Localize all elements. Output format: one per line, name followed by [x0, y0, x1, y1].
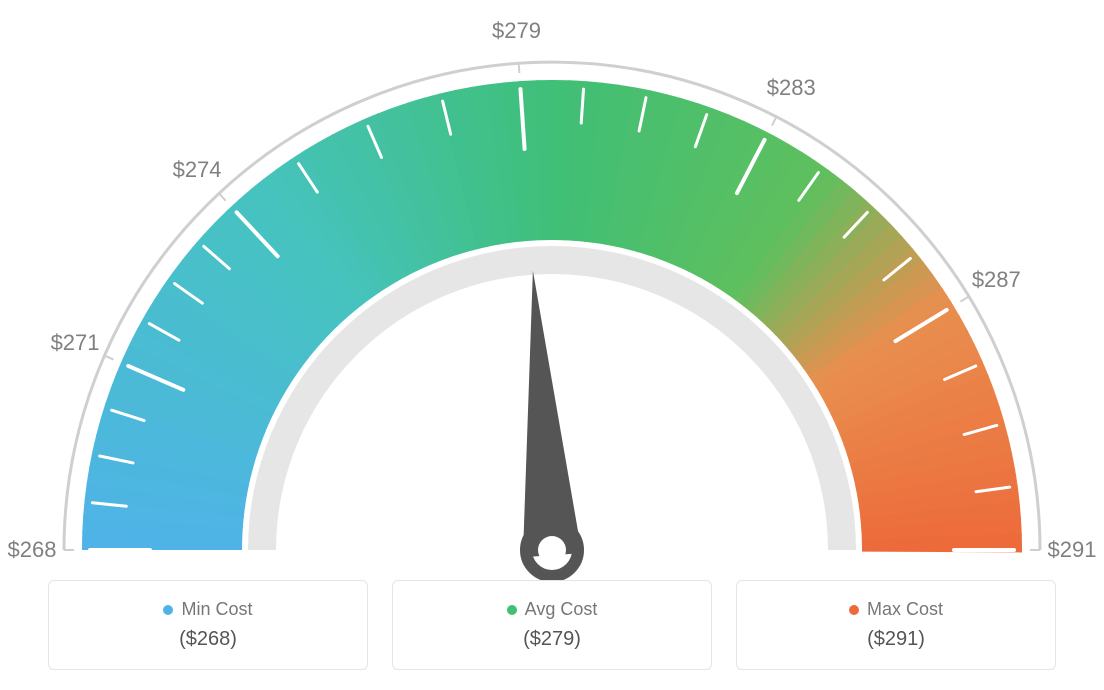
legend-dot-min	[163, 605, 173, 615]
legend-row: Min Cost ($268) Avg Cost ($279) Max Cost…	[48, 580, 1056, 670]
legend-text-avg: Avg Cost	[525, 599, 598, 620]
legend-card-min: Min Cost ($268)	[48, 580, 368, 670]
cost-gauge	[0, 20, 1104, 585]
gauge-tick-label: $268	[8, 537, 57, 563]
gauge-tick-label: $279	[492, 18, 541, 44]
legend-dot-max	[849, 605, 859, 615]
legend-card-avg: Avg Cost ($279)	[392, 580, 712, 670]
gauge-svg	[0, 20, 1104, 580]
legend-label-max: Max Cost	[849, 599, 943, 620]
gauge-tick-label: $291	[1048, 537, 1097, 563]
legend-text-max: Max Cost	[867, 599, 943, 620]
gauge-tick-label: $274	[173, 157, 222, 183]
legend-label-avg: Avg Cost	[507, 599, 598, 620]
legend-value-max: ($291)	[867, 628, 925, 651]
legend-card-max: Max Cost ($291)	[736, 580, 1056, 670]
legend-value-avg: ($279)	[523, 628, 581, 651]
legend-text-min: Min Cost	[181, 599, 252, 620]
legend-dot-avg	[507, 605, 517, 615]
legend-label-min: Min Cost	[163, 599, 252, 620]
gauge-tick-label: $271	[51, 330, 100, 356]
legend-value-min: ($268)	[179, 628, 237, 651]
gauge-tick-label: $283	[767, 75, 816, 101]
gauge-tick-label: $287	[972, 267, 1021, 293]
